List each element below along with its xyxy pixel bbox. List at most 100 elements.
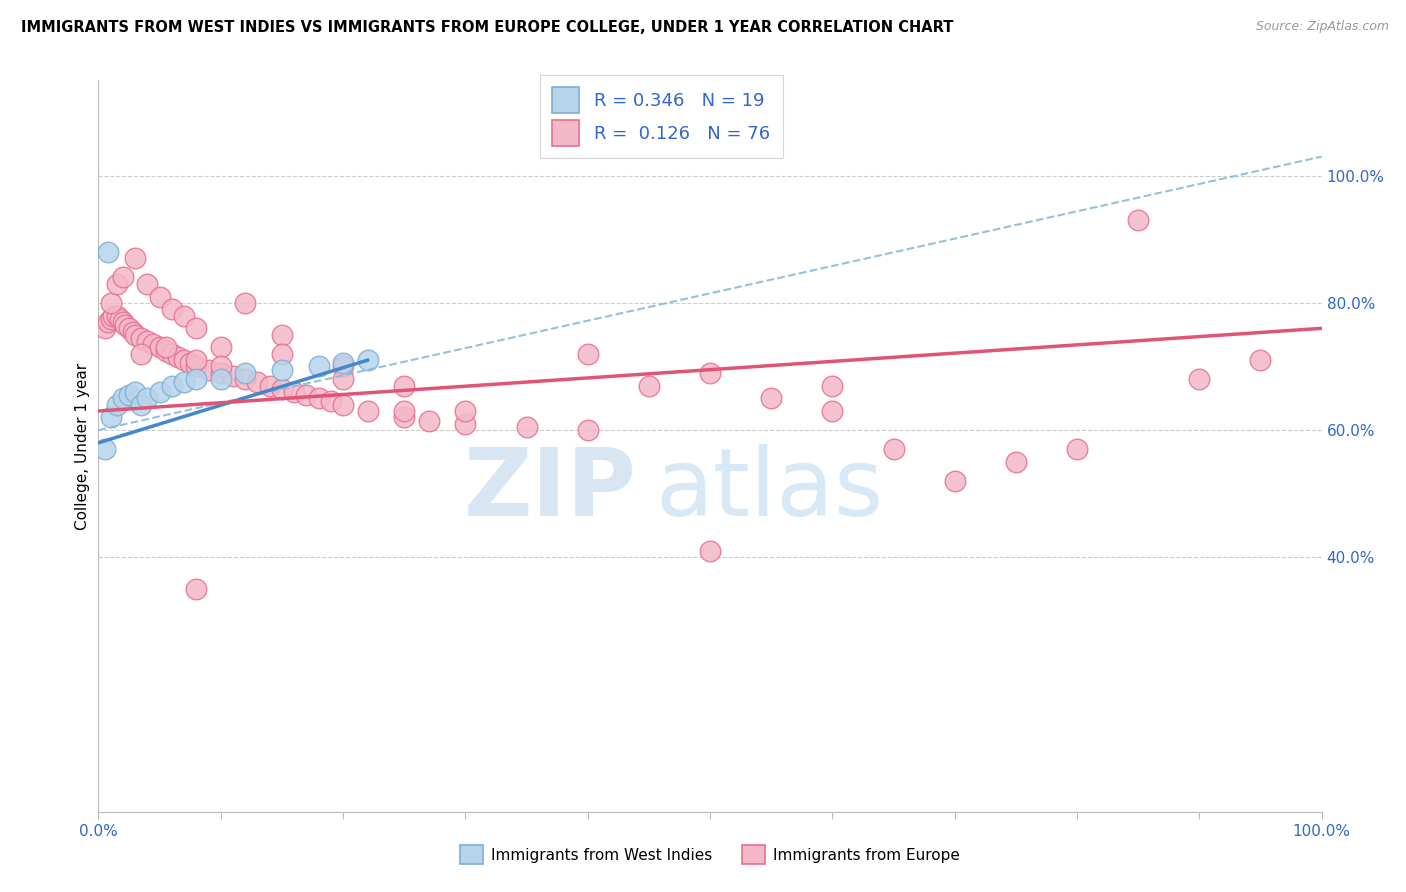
Point [283, 384, 305, 399]
Point [160, 378, 183, 392]
Point [155, 340, 177, 354]
Point [319, 394, 342, 409]
Point [124, 252, 146, 266]
Point [332, 398, 354, 412]
Text: Source: ZipAtlas.com: Source: ZipAtlas.com [1256, 20, 1389, 33]
Point [821, 404, 844, 418]
Point [160, 347, 183, 361]
Point [105, 277, 128, 291]
Point [118, 388, 141, 402]
Point [100, 311, 122, 326]
Point [149, 289, 172, 303]
Point [356, 353, 378, 368]
Point [637, 378, 661, 392]
Point [332, 356, 354, 370]
Point [943, 474, 966, 488]
Point [392, 404, 416, 418]
Point [129, 331, 152, 345]
Point [1004, 455, 1026, 469]
Point [118, 321, 141, 335]
Point [186, 321, 208, 335]
Point [699, 544, 721, 558]
Point [114, 318, 136, 333]
Point [124, 327, 146, 342]
Point [179, 356, 201, 370]
Point [136, 392, 159, 406]
Point [142, 337, 165, 351]
Point [209, 340, 232, 354]
Point [270, 347, 294, 361]
Point [100, 410, 122, 425]
Point [186, 372, 208, 386]
Text: atlas: atlas [655, 444, 883, 536]
Point [454, 404, 477, 418]
Point [1188, 372, 1211, 386]
Point [270, 327, 294, 342]
Point [576, 423, 599, 437]
Point [124, 384, 146, 399]
Point [883, 442, 905, 457]
Point [209, 372, 232, 386]
Point [356, 404, 378, 418]
Point [149, 340, 172, 354]
Point [97, 245, 120, 260]
Point [149, 384, 172, 399]
Point [111, 392, 134, 406]
Text: ZIP: ZIP [464, 444, 637, 536]
Point [270, 382, 294, 396]
Point [516, 420, 538, 434]
Point [454, 417, 477, 431]
Point [93, 442, 115, 457]
Point [173, 376, 195, 390]
Point [418, 413, 440, 427]
Point [222, 369, 245, 384]
Point [186, 353, 208, 368]
Legend: Immigrants from West Indies, Immigrants from Europe: Immigrants from West Indies, Immigrants … [454, 839, 966, 870]
Point [308, 392, 330, 406]
Point [129, 347, 152, 361]
Point [1250, 353, 1272, 368]
Point [576, 347, 599, 361]
Y-axis label: College, Under 1 year: College, Under 1 year [75, 362, 90, 530]
Point [111, 270, 134, 285]
Point [110, 311, 132, 326]
Text: IMMIGRANTS FROM WEST INDIES VS IMMIGRANTS FROM EUROPE COLLEGE, UNDER 1 YEAR CORR: IMMIGRANTS FROM WEST INDIES VS IMMIGRANT… [21, 20, 953, 35]
Point [105, 309, 128, 323]
Point [136, 277, 159, 291]
Point [308, 359, 330, 374]
Point [246, 376, 269, 390]
Point [186, 582, 208, 596]
Point [209, 359, 232, 374]
Point [93, 321, 115, 335]
Point [270, 362, 294, 376]
Point [197, 362, 219, 376]
Point [233, 296, 256, 310]
Point [392, 410, 416, 425]
Point [295, 388, 318, 402]
Point [761, 392, 783, 406]
Point [332, 372, 354, 386]
Point [233, 372, 256, 386]
Point [105, 398, 128, 412]
Point [233, 366, 256, 380]
Point [100, 296, 122, 310]
Point [155, 343, 177, 358]
Point [332, 359, 354, 374]
Point [186, 359, 208, 374]
Point [173, 309, 195, 323]
Point [392, 378, 416, 392]
Point [173, 353, 195, 368]
Point [101, 309, 124, 323]
Point [259, 378, 281, 392]
Point [160, 302, 183, 317]
Point [1128, 213, 1150, 227]
Point [209, 366, 232, 380]
Point [167, 350, 190, 364]
Point [129, 398, 152, 412]
Point [1066, 442, 1088, 457]
Point [821, 378, 844, 392]
Point [97, 315, 120, 329]
Point [699, 366, 721, 380]
Point [121, 325, 143, 339]
Point [136, 334, 159, 348]
